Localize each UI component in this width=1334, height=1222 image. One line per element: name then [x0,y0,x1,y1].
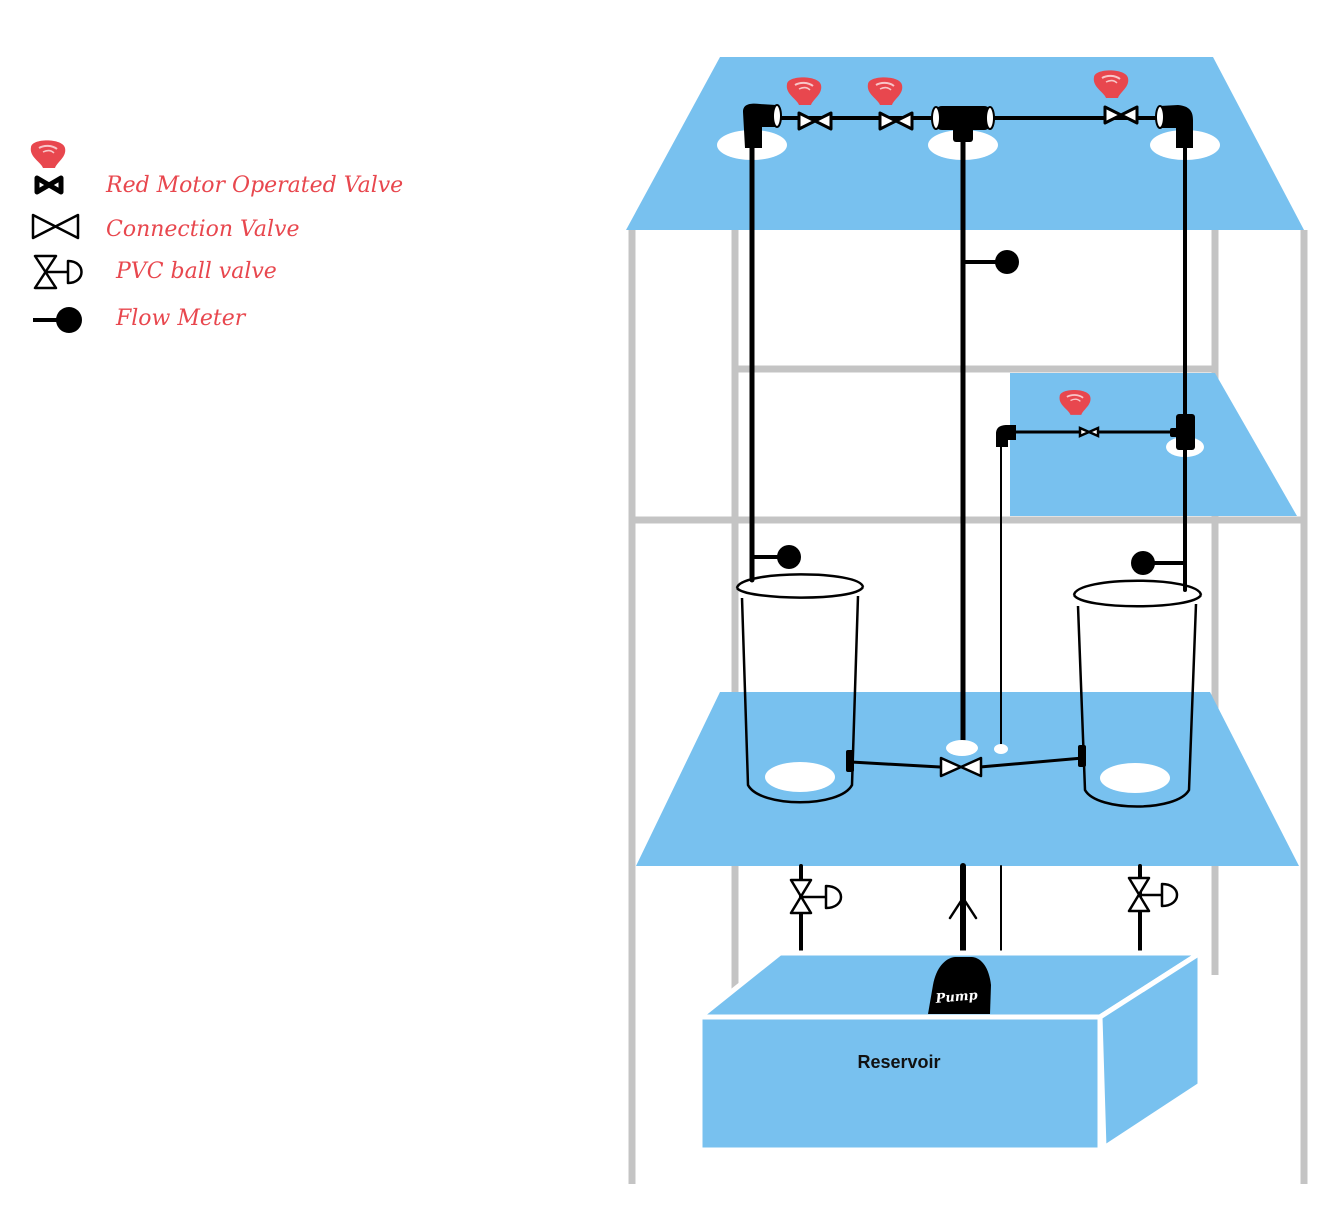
legend-ball-valve-label: PVC ball valve [115,259,277,284]
return-hole [994,744,1008,754]
pump-label: Pump [934,988,978,1007]
lower-tray [636,692,1299,866]
legend-motor-valve-icon [29,139,67,195]
legend-flow-meter-icon [33,307,82,333]
legend-ball-valve-icon [33,254,83,290]
flow-meters [752,250,1185,575]
ball-valve-right [1127,876,1179,913]
legend: Red Motor Operated Valve Connection Valv… [29,139,403,333]
legend-connection-valve-label: Connection Valve [106,217,300,242]
middle-tray [1010,373,1297,516]
pump: Pump [928,957,991,1014]
connection-valve-lower [939,756,983,778]
legend-connection-valve-icon [31,213,80,240]
reservoir-label: Reservoir [857,1052,940,1072]
legend-flow-meter-label: Flow Meter [115,306,247,331]
center-drain-hole [946,740,978,756]
bucket-left [735,573,865,804]
shelf-frame [628,230,1308,1184]
pipe-fittings [743,103,1195,772]
reservoir: Reservoir [697,950,1203,1153]
ball-valve-left [789,878,843,915]
bucket-right [1072,579,1203,808]
motor-valve-4 [1058,389,1100,438]
legend-motor-valve-label: Red Motor Operated Valve [105,173,403,198]
